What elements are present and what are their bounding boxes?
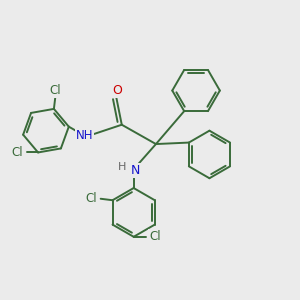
Text: N: N <box>130 164 140 177</box>
Text: Cl: Cl <box>50 84 61 97</box>
Text: Cl: Cl <box>149 230 161 243</box>
Text: Cl: Cl <box>85 192 97 205</box>
Text: O: O <box>112 84 122 97</box>
Text: H: H <box>118 162 127 172</box>
Text: NH: NH <box>76 129 93 142</box>
Text: Cl: Cl <box>11 146 23 159</box>
